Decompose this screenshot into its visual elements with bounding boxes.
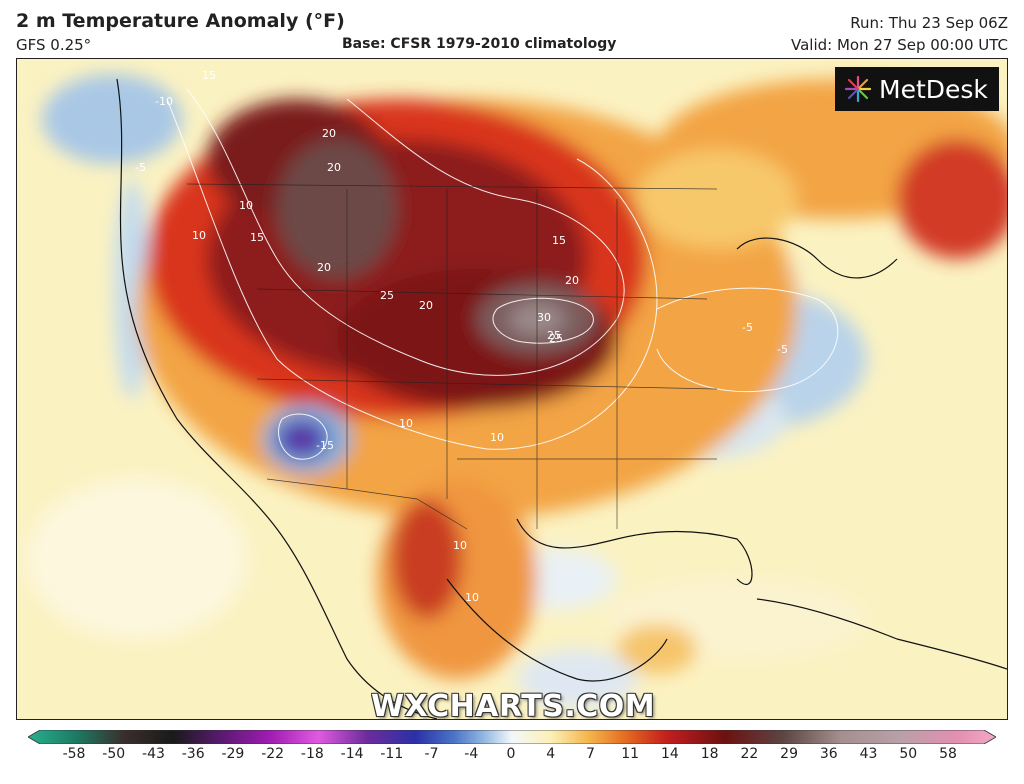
colorbar-tick-label: -36 — [181, 746, 205, 762]
colorbar-tick-label: -29 — [221, 746, 245, 762]
colorbar — [28, 730, 996, 744]
contour-label: 25 — [547, 329, 561, 342]
map-title: 2 m Temperature Anomaly (°F) — [16, 10, 345, 32]
run-time: Run: Thu 23 Sep 06Z — [850, 14, 1008, 32]
contour-label: 10 — [192, 229, 206, 242]
coastlines — [116, 78, 1007, 719]
colorbar-tick-label: -22 — [261, 746, 285, 762]
contour-label: -5 — [742, 321, 753, 334]
colorbar-tick-label: -11 — [380, 746, 404, 762]
colorbar-tick-label: -43 — [142, 746, 165, 762]
valid-time: Valid: Mon 27 Sep 00:00 UTC — [791, 36, 1008, 54]
colorbar-tick-label: 43 — [859, 746, 878, 762]
colorbar-tick-label: 50 — [899, 746, 918, 762]
colorbar-tick-label: 36 — [819, 746, 838, 762]
contour-label: 15 — [250, 231, 264, 244]
anomaly-map: -10 -5 15 15 20 20 20 25 25 20 20 30 25 15 10 10 -15 10 -5… — [16, 58, 1008, 720]
colorbar-tick-label: 18 — [700, 746, 719, 762]
metdesk-logo: MetDesk — [835, 67, 999, 111]
climatology-base: Base: CFSR 1979-2010 climatology — [342, 36, 617, 52]
contour-label: 30 — [537, 311, 551, 324]
colorbar-tick-label: 0 — [506, 746, 516, 762]
contour-label: 20 — [317, 261, 331, 274]
contour-label: 10 — [490, 431, 504, 444]
colorbar-tick-label: -7 — [424, 746, 439, 762]
colorbar-ticks: -58 -50 -43 -36 -29 -22 -18 -14 -11 -7 -4 0 4 7 11 14 18… — [0, 746, 1024, 770]
colorbar-tick-label: 22 — [740, 746, 759, 762]
contour-label: 15 — [552, 234, 566, 247]
wxcharts-watermark: WXCHARTS.COM — [371, 689, 656, 720]
contour-label: 25 — [549, 332, 563, 345]
contour-label: 25 — [380, 289, 394, 302]
metdesk-starburst-icon — [844, 75, 872, 103]
colorbar-tick-label: 29 — [780, 746, 798, 762]
contour-lines — [166, 88, 839, 460]
contour-label: 20 — [419, 299, 433, 312]
colorbar-tick-label: 11 — [621, 746, 640, 762]
contour-labels: -10-51515202020252520203025151010-1510-5… — [135, 69, 788, 604]
colorbar-tick-label: 7 — [585, 746, 595, 762]
contour-label: -5 — [135, 161, 146, 174]
colorbar-tick-label: 58 — [939, 746, 957, 762]
contour-label: -10 — [155, 95, 173, 108]
colorbar-tick-label: -14 — [340, 746, 364, 762]
contour-label: 10 — [453, 539, 467, 552]
colorbar-tick-label: -50 — [102, 746, 126, 762]
contour-label: -5 — [777, 343, 788, 356]
map-canvas: -10-51515202020252520203025151010-1510-5… — [17, 59, 1007, 719]
metdesk-logo-text: MetDesk — [879, 74, 988, 104]
model-name: GFS 0.25° — [16, 36, 92, 54]
colorbar-gradient — [28, 730, 996, 744]
contour-label: 20 — [322, 127, 336, 140]
contour-label: -15 — [316, 439, 334, 452]
colorbar-tick-label: -18 — [300, 746, 324, 762]
political-borders — [186, 183, 718, 530]
contour-label: 20 — [565, 274, 579, 287]
contour-label: 10 — [465, 591, 479, 604]
contour-label: 15 — [202, 69, 216, 82]
contour-label: 10 — [399, 417, 413, 430]
colorbar-tick-label: -4 — [464, 746, 479, 762]
contour-label: 10 — [239, 199, 253, 212]
colorbar-tick-label: 14 — [660, 746, 679, 762]
colorbar-tick-label: 4 — [546, 746, 556, 762]
colorbar-tick-label: -58 — [62, 746, 86, 762]
contour-label: 20 — [327, 161, 341, 174]
